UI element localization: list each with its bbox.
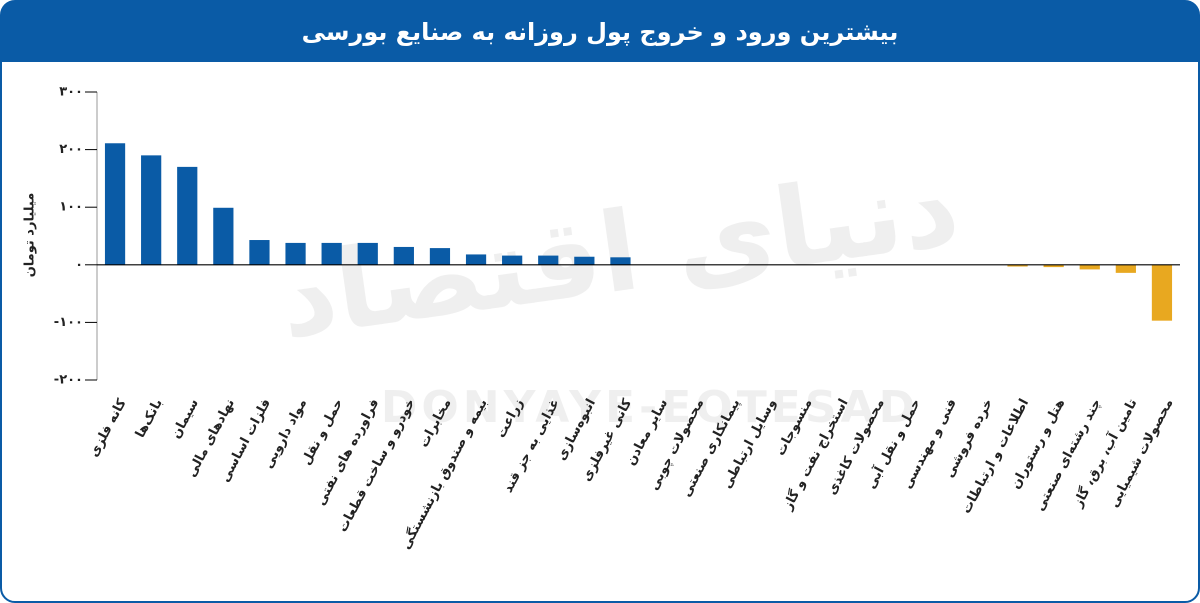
bar xyxy=(285,242,306,265)
y-tick-label: ۳۰۰ xyxy=(59,85,83,100)
y-tick-label: ۱۰۰ xyxy=(59,200,83,215)
bar xyxy=(465,254,487,265)
bar xyxy=(141,155,162,265)
y-tick-label: -۲۰۰ xyxy=(54,373,83,388)
bar xyxy=(502,255,523,265)
bar xyxy=(538,255,559,265)
bar xyxy=(429,248,451,265)
bar xyxy=(357,242,378,265)
bar xyxy=(610,257,631,265)
bar xyxy=(213,207,234,265)
watermark-latin: DONYAYE-EQTESAD xyxy=(381,382,919,433)
chart-title: بیشترین ورود و خروج پول روزانه به صنایع … xyxy=(302,18,899,46)
bar xyxy=(1115,264,1136,273)
bar xyxy=(104,143,126,265)
bar xyxy=(249,240,270,265)
bar xyxy=(321,242,342,265)
bar xyxy=(574,256,595,265)
bar xyxy=(1007,264,1028,267)
bar xyxy=(1151,264,1173,321)
bar xyxy=(1079,264,1100,270)
y-tick-label: -۱۰۰ xyxy=(54,315,83,330)
bar xyxy=(1043,264,1064,268)
bar xyxy=(393,246,414,265)
bar xyxy=(177,166,198,265)
y-tick-label: ۰ xyxy=(75,257,83,272)
y-axis-label: میلیارد تومان xyxy=(23,193,38,278)
header-bar xyxy=(1,1,1199,62)
y-tick-label: ۲۰۰ xyxy=(59,142,83,157)
